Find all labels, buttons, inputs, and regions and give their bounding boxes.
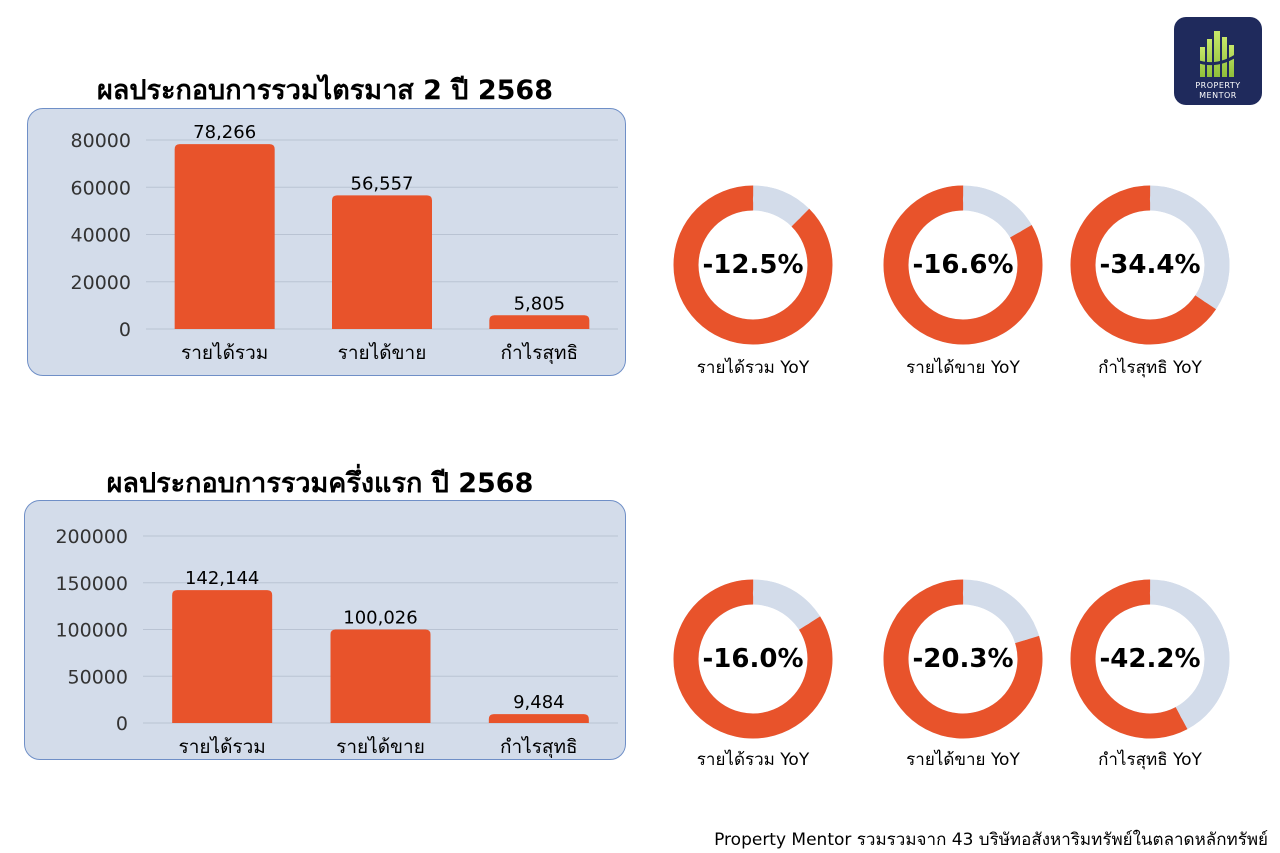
donut-label: รายได้รวม YoY — [696, 750, 810, 770]
donut-label: กำไรสุทธิ YoY — [1098, 358, 1202, 378]
donut-decline-segment — [673, 185, 833, 345]
donut-value: -12.5% — [702, 250, 804, 280]
bar-chart-q2: 0 20000 40000 60000 80000 78,266 รายได้รวม 56,5… — [71, 122, 618, 365]
y-tick-label: 0 — [116, 713, 128, 735]
bar-value-label: 5,805 — [514, 293, 566, 314]
x-category-label: รายได้รวม — [181, 342, 268, 364]
bar-chart-panel-q2: 0 20000 40000 60000 80000 78,266 รายได้รวม 56,5… — [27, 108, 626, 376]
yoy-donut: -16.6% — [883, 185, 1043, 345]
bar-value-label: 142,144 — [185, 568, 259, 589]
donut-label: รายได้ขาย YoY — [906, 750, 1020, 770]
yoy-donut: -34.4% — [1070, 185, 1230, 345]
donut-decline-segment — [1070, 185, 1230, 345]
bar-net-profit — [489, 315, 590, 329]
donut-label: รายได้ขาย YoY — [906, 358, 1020, 378]
donut-value: -16.0% — [702, 644, 804, 674]
logo-line-property: PROPERTY — [1195, 81, 1241, 90]
x-category-label: รายได้ขาย — [338, 342, 427, 364]
yoy-donut: -16.0% — [673, 579, 833, 739]
donut-ring — [1070, 185, 1230, 345]
chart-title-q2: ผลประกอบการรวมไตรมาส 2 ปี 2568 — [96, 75, 553, 106]
bar-value-label: 9,484 — [513, 692, 565, 713]
bar-net-profit — [488, 714, 589, 723]
donut-value: -42.2% — [1099, 644, 1201, 674]
donut-decline-segment — [883, 579, 1043, 739]
yoy-donut: -42.2% — [1070, 579, 1230, 739]
x-category-label: กำไรสุทธิ — [500, 736, 578, 759]
source-footnote: Property Mentor รวมรวมจาก 43 บริษัทอสังห… — [714, 830, 1268, 850]
chart-title-h1: ผลประกอบการรวมครึ่งแรก ปี 2568 — [106, 468, 534, 499]
logo-line-mentor: MENTOR — [1199, 91, 1237, 100]
y-tick-label: 50000 — [68, 666, 128, 688]
building-icon — [1195, 31, 1241, 77]
donut-decline-segment — [883, 185, 1043, 345]
x-category-label: รายได้รวม — [179, 736, 266, 758]
x-category-label: กำไรสุทธิ — [501, 342, 579, 365]
bar-sales-revenue — [332, 195, 432, 329]
property-mentor-logo: PROPERTY MENTOR — [1174, 17, 1262, 105]
bar-value-label: 78,266 — [193, 122, 256, 143]
donut-label: รายได้รวม YoY — [696, 358, 810, 378]
donut-ring — [883, 579, 1043, 739]
donut-decline-segment — [1070, 579, 1230, 739]
bar-value-label: 100,026 — [343, 607, 417, 628]
y-tick-label: 40000 — [71, 225, 131, 247]
donut-label: กำไรสุทธิ YoY — [1098, 750, 1202, 770]
x-category-label: รายได้ขาย — [336, 736, 425, 758]
bar-sales-revenue — [330, 629, 431, 723]
y-tick-label: 100000 — [55, 620, 128, 642]
donut-ring — [883, 185, 1043, 345]
logo-text: PROPERTY MENTOR — [1174, 81, 1262, 101]
yoy-donut: -12.5% — [673, 185, 833, 345]
yoy-donut: -20.3% — [883, 579, 1043, 739]
bar-total-revenue — [172, 590, 273, 723]
donut-value: -20.3% — [912, 644, 1014, 674]
donut-ring — [673, 185, 833, 345]
bar-value-label: 56,557 — [351, 173, 414, 194]
bar-chart-panel-h1: 0 50000 100000 150000 200000 142,144 รายได้รวม… — [24, 500, 626, 760]
y-tick-label: 80000 — [71, 130, 131, 152]
donut-decline-segment — [673, 579, 833, 739]
y-tick-label: 0 — [119, 319, 131, 341]
donut-ring — [673, 579, 833, 739]
y-tick-label: 20000 — [71, 272, 131, 294]
y-tick-label: 60000 — [71, 177, 131, 199]
donut-value: -16.6% — [912, 250, 1014, 280]
bar-chart-h1: 0 50000 100000 150000 200000 142,144 รายได้รวม… — [55, 526, 618, 759]
donut-ring — [1070, 579, 1230, 739]
y-tick-label: 150000 — [55, 573, 128, 595]
y-tick-label: 200000 — [55, 526, 128, 548]
bar-total-revenue — [174, 144, 275, 329]
donut-value: -34.4% — [1099, 250, 1201, 280]
